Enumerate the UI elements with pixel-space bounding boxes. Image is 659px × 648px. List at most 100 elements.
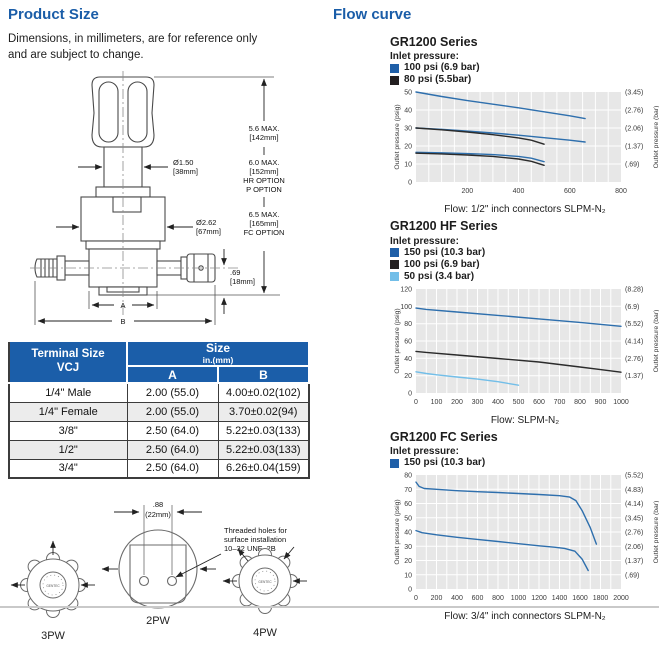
svg-text:400: 400 <box>513 188 525 195</box>
legend-item: 50 psi (3.4 bar) <box>390 271 659 283</box>
chart-title: GR1200 FC Series <box>390 429 498 444</box>
table-header-size-title: Size <box>205 341 230 356</box>
flow-chart-plot: 0 20 40 60 80 100 120 (1.37) (2.76) (4.14) (5.52) (… <box>394 286 659 406</box>
dim-knob-dia: Ø1.50 <box>173 158 193 167</box>
cell-b: 3.70±0.02(94) <box>217 401 310 422</box>
table-row: 3/4" 2.50 (64.0) 6.26±0.04(159) <box>8 458 310 479</box>
svg-text:600: 600 <box>533 399 545 406</box>
cell-b: 6.26±0.04(159) <box>217 458 310 479</box>
svg-text:700: 700 <box>554 399 566 406</box>
svg-text:0: 0 <box>408 587 412 594</box>
threaded-note-line3: 10–32 UNF–2B <box>224 544 276 553</box>
legend-label: 80 psi (5.5bar) <box>404 74 472 86</box>
extension-lines <box>34 76 280 326</box>
legend-swatch <box>390 75 399 85</box>
svg-text:100: 100 <box>400 304 412 311</box>
svg-text:(4.14): (4.14) <box>625 338 643 345</box>
inlet-pressure-label: Inlet pressure: <box>390 446 459 458</box>
svg-text:1200: 1200 <box>531 595 547 602</box>
regulator-diagram: Ø1.50 [38mm] Ø2.62 [67mm] 5.6 MAX. [142m… <box>30 71 285 326</box>
svg-text:60: 60 <box>404 501 412 508</box>
dim-a-label: A <box>120 301 125 310</box>
table-header-terminal: Terminal Size VCJ <box>9 340 128 385</box>
legend-label: 50 psi (3.4 bar) <box>404 270 475 282</box>
threaded-note-line1: Threaded holes for <box>224 526 287 535</box>
svg-text:40: 40 <box>404 356 412 363</box>
svg-text:(3.45): (3.45) <box>625 515 643 522</box>
legend-item: 150 psi (10.3 bar) <box>390 457 659 469</box>
legend-swatch <box>390 272 399 282</box>
dimensions-note-line1: Dimensions, in millimeters, are for refe… <box>8 33 258 45</box>
dim-height2-opt2: P OPTION <box>246 185 282 194</box>
view-4pw <box>232 548 298 615</box>
svg-text:30: 30 <box>404 544 412 551</box>
view-3pw <box>20 552 86 619</box>
cell-terminal: 1/4" Male <box>8 382 128 403</box>
dim-height2-opt1: HR OPTION <box>243 176 285 185</box>
svg-text:300: 300 <box>472 399 484 406</box>
svg-text:Outlet pressure (bar): Outlet pressure (bar) <box>653 501 659 564</box>
flow-curve-heading: Flow curve <box>333 6 412 23</box>
brand-mark-4pw: GENTEC <box>258 580 272 584</box>
svg-text:(5.52): (5.52) <box>625 473 643 480</box>
dimension-labels: Ø1.50 [38mm] Ø2.62 [67mm] 5.6 MAX. [142m… <box>120 124 284 326</box>
svg-text:600: 600 <box>564 188 576 195</box>
legend-label: 100 psi (6.9 bar) <box>404 258 480 270</box>
svg-text:400: 400 <box>492 399 504 406</box>
regulator-diagram-wrap: Ø1.50 [38mm] Ø2.62 [67mm] 5.6 MAX. [142m… <box>28 69 330 332</box>
legend-swatch <box>390 63 399 73</box>
legend-item: 150 psi (10.3 bar) <box>390 247 659 259</box>
svg-text:400: 400 <box>451 595 463 602</box>
port-views-wrap: .88 (22mm) Threaded holes for surface in… <box>8 481 330 648</box>
svg-text:2000: 2000 <box>613 595 629 602</box>
svg-text:Outlet pressure (bar): Outlet pressure (bar) <box>653 309 659 372</box>
svg-text:(4.14): (4.14) <box>625 501 643 508</box>
dim-body-dia: Ø2.62 <box>196 218 216 227</box>
legend-swatch <box>390 248 399 258</box>
table-row: 1/4" Male 2.00 (55.0) 4.00±0.02(102) <box>8 382 310 403</box>
svg-text:1400: 1400 <box>552 595 568 602</box>
cell-b: 5.22±0.03(133) <box>217 420 310 441</box>
svg-text:0: 0 <box>408 390 412 397</box>
svg-text:(.69): (.69) <box>625 162 639 169</box>
flow-chart-plot: 0 10 20 30 40 50 (.69) (1.37) (2.06) (2.76) (3.45)… <box>394 90 659 196</box>
product-size-heading: Product Size <box>8 6 99 23</box>
cell-a: 2.00 (55.0) <box>126 382 219 403</box>
svg-text:20: 20 <box>404 144 412 151</box>
svg-text:200: 200 <box>431 595 443 602</box>
view-3pw-arrows <box>10 540 95 589</box>
cell-b: 4.00±0.02(102) <box>217 382 310 403</box>
dim-port-mm: [18mm] <box>230 277 255 286</box>
chart-title: GR1200 HF Series <box>390 219 498 234</box>
svg-text:50: 50 <box>404 515 412 522</box>
dim-height3-opt: FC OPTION <box>244 228 285 237</box>
flow-curve-section: Flow curve GR1200 Series Inlet pressure:… <box>333 6 659 626</box>
table-header-size: Size in.(mm) <box>126 340 310 368</box>
svg-text:1000: 1000 <box>511 595 527 602</box>
svg-text:1800: 1800 <box>593 595 609 602</box>
table-row: 1/2" 2.50 (64.0) 5.22±0.03(133) <box>8 439 310 460</box>
page-bottom-rule <box>0 606 659 608</box>
svg-text:(1.37): (1.37) <box>625 144 643 151</box>
dim-hole-spacing: .88 <box>153 500 163 509</box>
svg-text:(8.28): (8.28) <box>625 286 643 293</box>
chart-gr1200: GR1200 Series Inlet pressure: 100 psi (6… <box>390 35 659 219</box>
svg-text:Outlet pressure (psig): Outlet pressure (psig) <box>394 499 401 564</box>
dim-hole-spacing-mm: (22mm) <box>145 510 171 519</box>
dim-height1: 5.6 MAX. <box>249 124 280 133</box>
dimension-arrows <box>37 78 267 324</box>
legend-label: 150 psi (10.3 bar) <box>404 457 486 469</box>
dim-port: .69 <box>230 268 240 277</box>
view-2pw-arrows <box>101 509 222 578</box>
svg-text:10: 10 <box>404 162 412 169</box>
chart-gr1200-fc: GR1200 FC Series Inlet pressure: 150 psi… <box>390 430 659 626</box>
svg-text:(4.83): (4.83) <box>625 487 643 494</box>
chart-x-axis-caption: Flow: 3/4" inch connectors SLPM-N₂ <box>444 611 606 623</box>
svg-text:0: 0 <box>414 595 418 602</box>
port-views-diagram: .88 (22mm) Threaded holes for surface in… <box>10 500 307 642</box>
regulator-body-shapes <box>34 76 216 296</box>
svg-text:(.69): (.69) <box>625 572 639 579</box>
dimensions-note: Dimensions, in millimeters, are for refe… <box>8 32 308 63</box>
svg-text:20: 20 <box>404 558 412 565</box>
inlet-pressure-label: Inlet pressure: <box>390 235 459 247</box>
